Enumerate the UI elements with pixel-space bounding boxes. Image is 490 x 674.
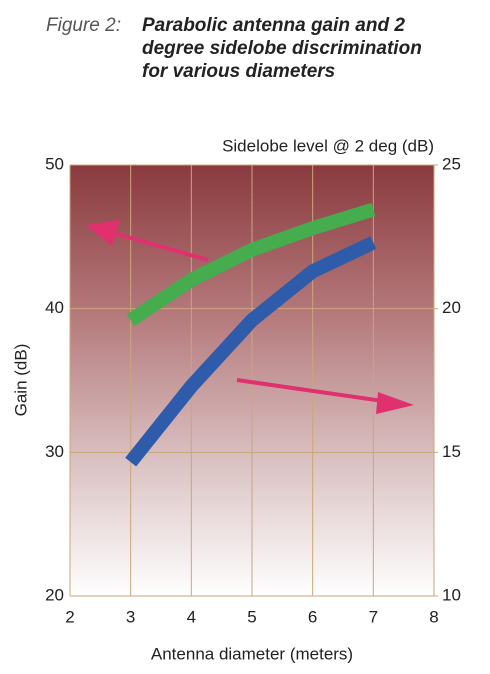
y-tick-label: 40 [45,298,64,317]
arrowhead [86,220,120,246]
chart-title: Parabolic antenna gain and 2 degree side… [142,15,422,82]
x-tick-label: 6 [308,607,317,626]
data-line [125,236,377,467]
x-tick-label: 4 [187,607,196,626]
x-axis-label: Antenna diameter (meters) [151,644,353,663]
y2-tick-label: 10 [442,585,461,604]
y2-tick-label: 20 [442,298,461,317]
y-tick-label: 50 [45,154,64,173]
x-tick-label: 7 [369,607,378,626]
y2-tick-label: 25 [442,154,461,173]
x-tick-label: 8 [429,607,438,626]
title-prefix: Figure 2: [46,15,121,36]
y-tick-label: 30 [45,442,64,461]
arrowhead [376,392,414,414]
title-block: Figure 2: Parabolic antenna gain and 2 d… [46,14,442,83]
x-tick-label: 5 [247,607,256,626]
y2-axis-label: Sidelobe level @ 2 deg (dB) [222,136,434,155]
arrow-right [236,378,391,404]
y-axis-label: Gain (dB) [11,344,30,417]
arrow-left [109,230,209,262]
y-tick-label: 20 [45,585,64,604]
data-line [126,202,376,326]
y2-tick-label: 15 [442,442,461,461]
x-tick-label: 2 [65,607,74,626]
arrows [86,220,414,414]
x-tick-label: 3 [126,607,135,626]
